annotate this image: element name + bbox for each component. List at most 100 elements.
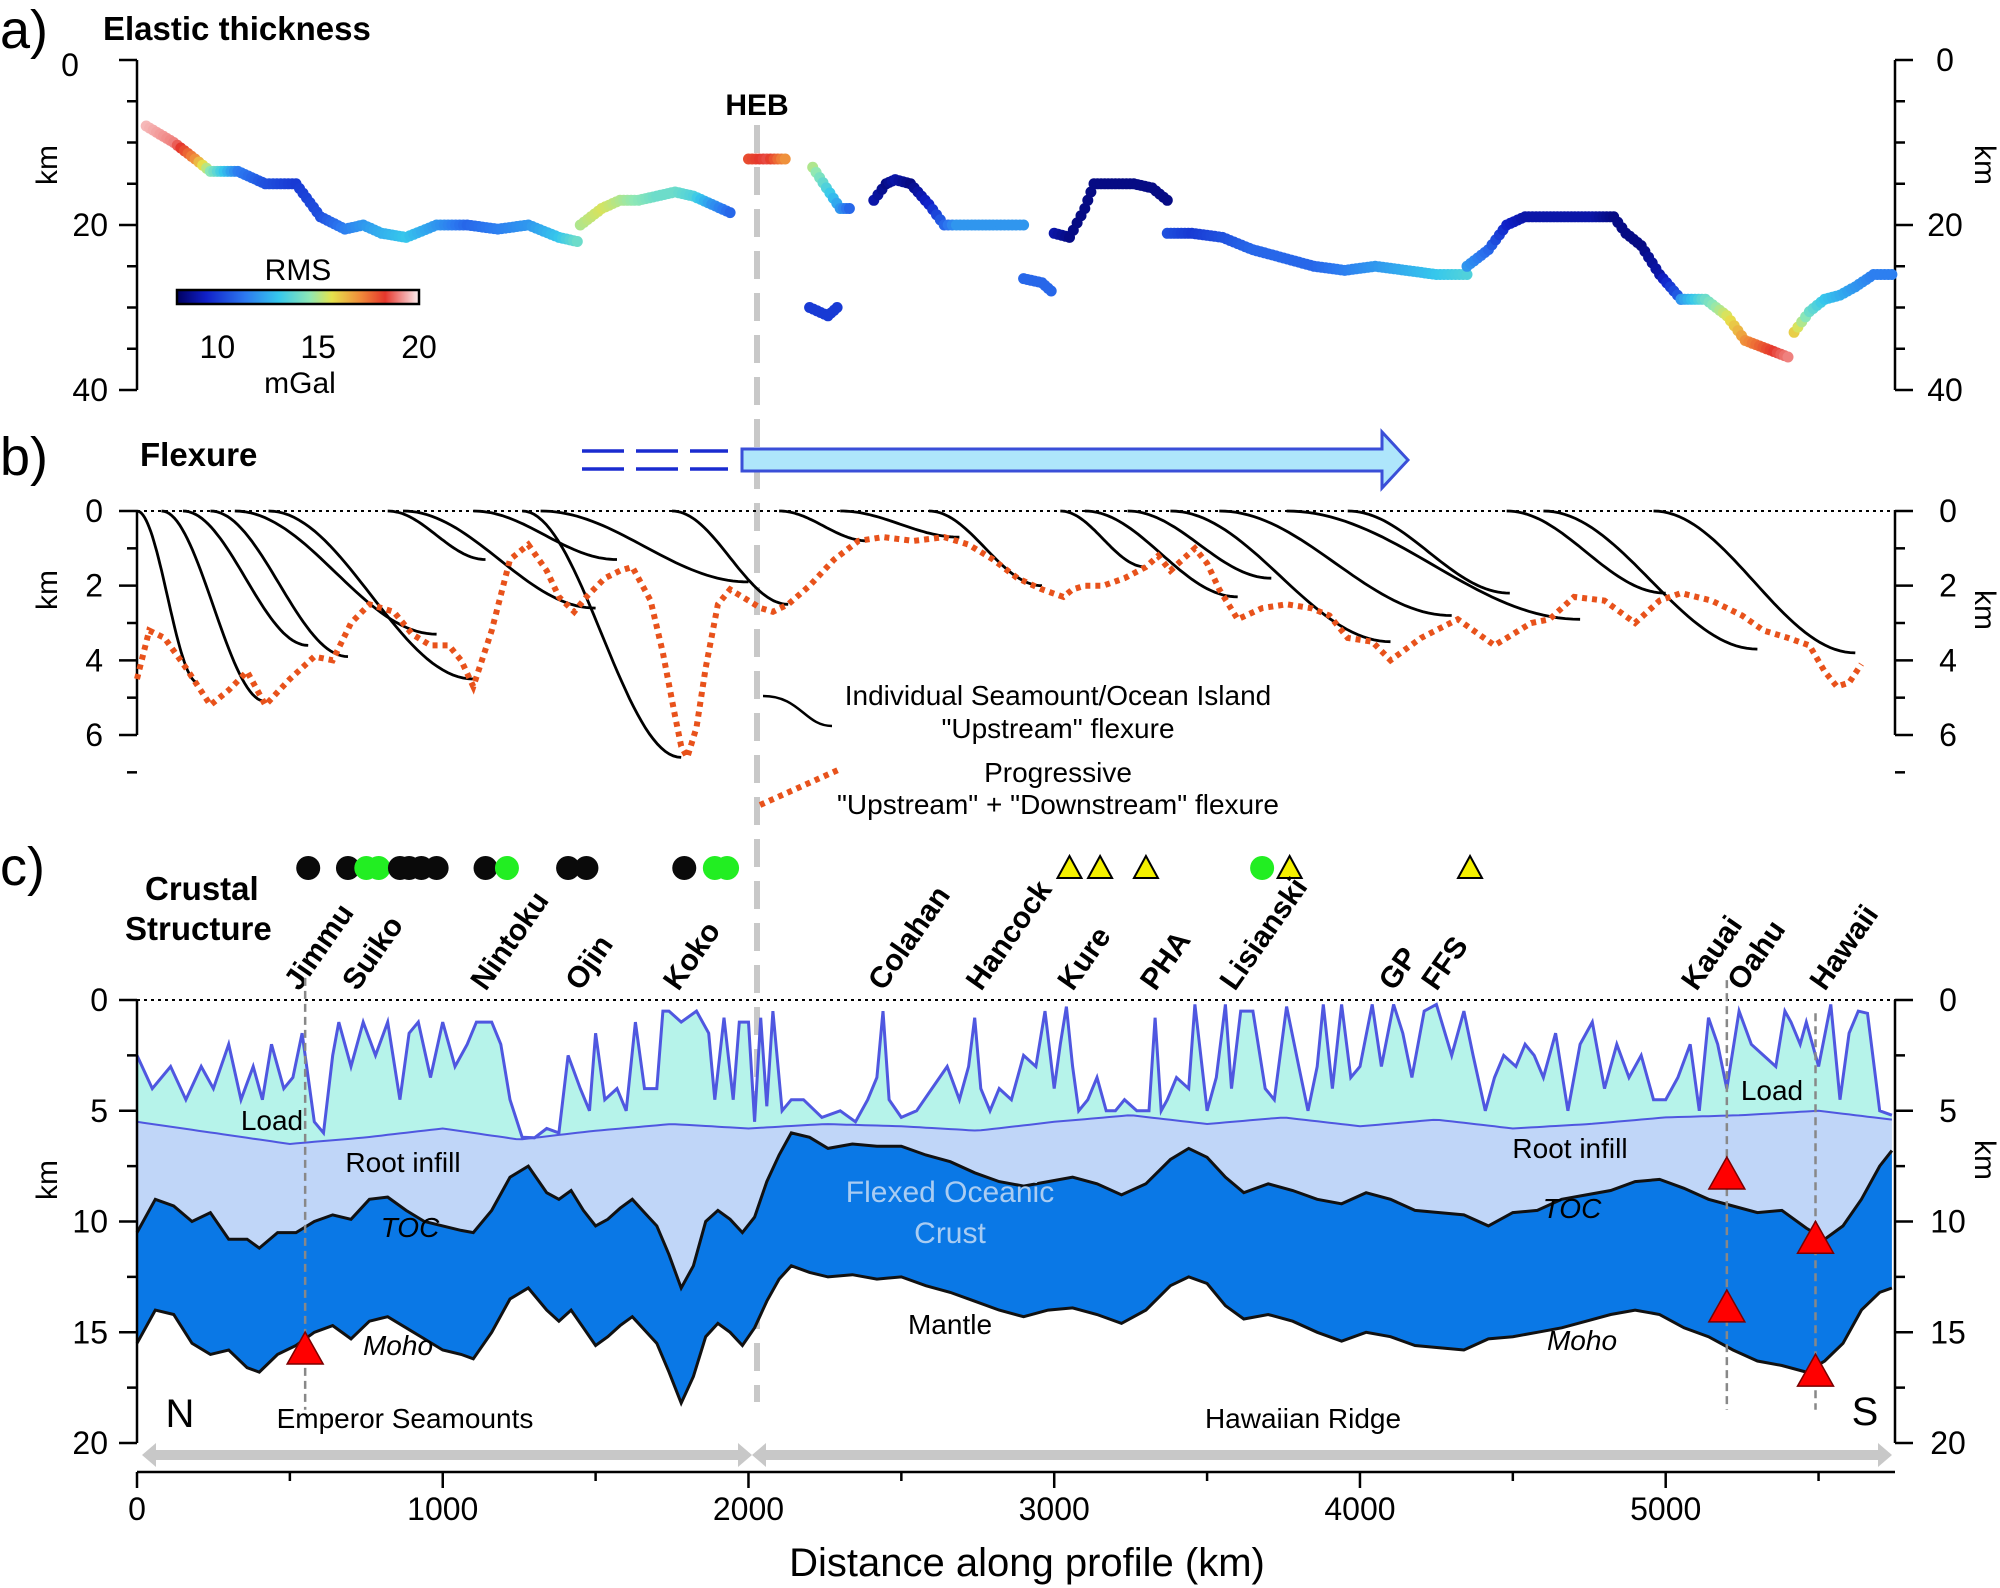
x-tick-label: 4000	[1324, 1491, 1395, 1527]
seamount-flexure-curve	[840, 509, 960, 539]
elastic-thickness-point	[724, 207, 736, 219]
ylabel-a-left: km	[31, 145, 64, 185]
tick-label-a-left: 0	[61, 47, 79, 83]
seamount-name: Hawaii	[1804, 899, 1886, 996]
seamount-flexure-curve	[1543, 509, 1758, 651]
age-marker-dot	[715, 856, 740, 880]
elastic-thickness-point	[779, 153, 791, 165]
red-triangle-marker	[1796, 1219, 1835, 1254]
tick-label-c-right: 10	[1930, 1204, 1966, 1240]
rms-colorbar: RMS 10 15 20 mGal	[175, 254, 437, 400]
age-marker-dot	[574, 856, 599, 880]
tick-label-c-right: 0	[1939, 982, 1957, 1018]
guide-lines	[303, 977, 1817, 1410]
tick-label-b-right: 0	[1939, 493, 1957, 529]
seamount-flexure-curve	[473, 509, 617, 561]
seamount-flexure-curve	[1347, 509, 1510, 595]
root-infill	[137, 1110, 1892, 1288]
seamount-name: PHA	[1134, 925, 1197, 996]
x-axis-label: Distance along profile (km)	[789, 1541, 1265, 1585]
seamount-flexure-curve	[402, 509, 596, 610]
panel-elastic-thickness: a) Elastic thickness 0 0 20 20 40 40 km km RM…	[0, 0, 2000, 408]
tick-label-b-right: 2	[1939, 568, 1957, 604]
label-root-right: Root infill	[1512, 1133, 1627, 1164]
panel-label-a: a)	[0, 0, 48, 60]
age-marker-triangle	[1055, 853, 1084, 879]
ylabel-c-right: km	[1968, 1140, 2000, 1180]
seamount-flexure-curve	[1506, 509, 1666, 595]
elastic-thickness-points	[140, 120, 1898, 363]
panel-flexure: b) Flexure 0 0 2 2 4 4 6 6 km km Individual Sea…	[0, 427, 2000, 820]
elastic-thickness-point	[1461, 269, 1473, 280]
x-tick-label: 0	[128, 1491, 146, 1527]
age-marker-dot	[366, 856, 391, 880]
crustal-title-line-2: Structure	[125, 910, 272, 947]
seamount-flexure-curve	[161, 509, 266, 703]
elastic-thickness-point	[1782, 351, 1794, 363]
ylabel-a-right: km	[1968, 145, 2000, 185]
red-triangle-marker	[1707, 1288, 1747, 1323]
seamount-flexure-curve	[1219, 509, 1452, 617]
colorbar-ticks: 10 15 20	[200, 329, 437, 365]
label-moho-right: Moho	[1547, 1325, 1617, 1356]
label-toc-left: TOC	[381, 1212, 440, 1243]
tick-label-c-left: 10	[72, 1204, 108, 1240]
legend-solid-label-1: Individual Seamount/Ocean Island	[845, 680, 1272, 711]
tick-label-b-right: 6	[1939, 717, 1957, 753]
tick-label-c-left: 0	[90, 982, 108, 1018]
seamount-flexure-curve	[1060, 509, 1146, 569]
ylabel-b-right: km	[1968, 590, 2000, 630]
age-marker-triangle	[1456, 853, 1484, 879]
seamount-flexure-curve	[387, 509, 486, 561]
age-marker-dot	[296, 856, 321, 880]
seamount-name: Colahan	[862, 880, 957, 996]
tick-label-a-right: 0	[1936, 42, 1954, 78]
age-marker-dot	[335, 856, 360, 880]
tick-label-c-left: 5	[90, 1093, 108, 1129]
legend-dotted-label-1: Progressive	[984, 757, 1132, 788]
tick-label-a-right: 40	[1927, 372, 1963, 408]
tick-label-c-left: 15	[72, 1314, 108, 1350]
propagation-arrow	[740, 428, 1411, 492]
colorbar-unit: mGal	[264, 367, 336, 400]
tick-label-b-left: 2	[85, 568, 103, 604]
seamount-flexure-curve	[182, 509, 309, 647]
seamount-flexure-curve	[1127, 509, 1272, 580]
label-root-left: Root infill	[345, 1147, 460, 1178]
age-marker-triangle	[1275, 853, 1304, 879]
elastic-thickness-point	[1018, 219, 1030, 231]
age-marker-dot	[473, 856, 498, 880]
elastic-thickness-point	[831, 302, 843, 313]
tick-label-c-right: 15	[1930, 1314, 1966, 1350]
elastic-thickness-point	[1045, 285, 1057, 297]
ns-arrows	[142, 1443, 1892, 1467]
x-tick-label: 3000	[1019, 1491, 1090, 1527]
seamount-flexure-curve	[1286, 509, 1581, 621]
panel-label-b: b)	[0, 427, 48, 487]
flexure-legend: Individual Seamount/Ocean Island "Upstre…	[758, 680, 1279, 820]
elastic-thickness-point	[1082, 194, 1094, 206]
progressive-flexure-line	[134, 534, 1864, 766]
label-toc-right: TOC	[1543, 1193, 1602, 1224]
seamount-flexure-curve	[268, 509, 474, 681]
colorbar-tick-label: 15	[300, 329, 336, 365]
axis-ticks-b: 0 0 2 2 4 4 6 6	[85, 493, 1957, 774]
colorbar-label: RMS	[265, 254, 332, 287]
elastic-thickness-title: Elastic thickness	[103, 10, 371, 47]
seamount-name: GP	[1373, 942, 1425, 996]
seamount-flexure-curve	[522, 509, 682, 759]
moho-line	[135, 1264, 1893, 1407]
seamount-name: Kure	[1051, 921, 1117, 996]
red-triangle-marker	[1707, 1155, 1747, 1190]
ylabel-c-left: km	[31, 1160, 64, 1200]
seamount-name: FFS	[1415, 931, 1475, 996]
age-marker-triangle	[1132, 853, 1160, 879]
tick-label-a-left: 40	[72, 372, 108, 408]
seamount-name: Nintoku	[464, 886, 555, 996]
age-markers	[296, 853, 1484, 880]
x-tick-label: 5000	[1630, 1491, 1701, 1527]
seamount-name: Koko	[657, 916, 727, 996]
age-marker-dot	[1250, 856, 1275, 880]
